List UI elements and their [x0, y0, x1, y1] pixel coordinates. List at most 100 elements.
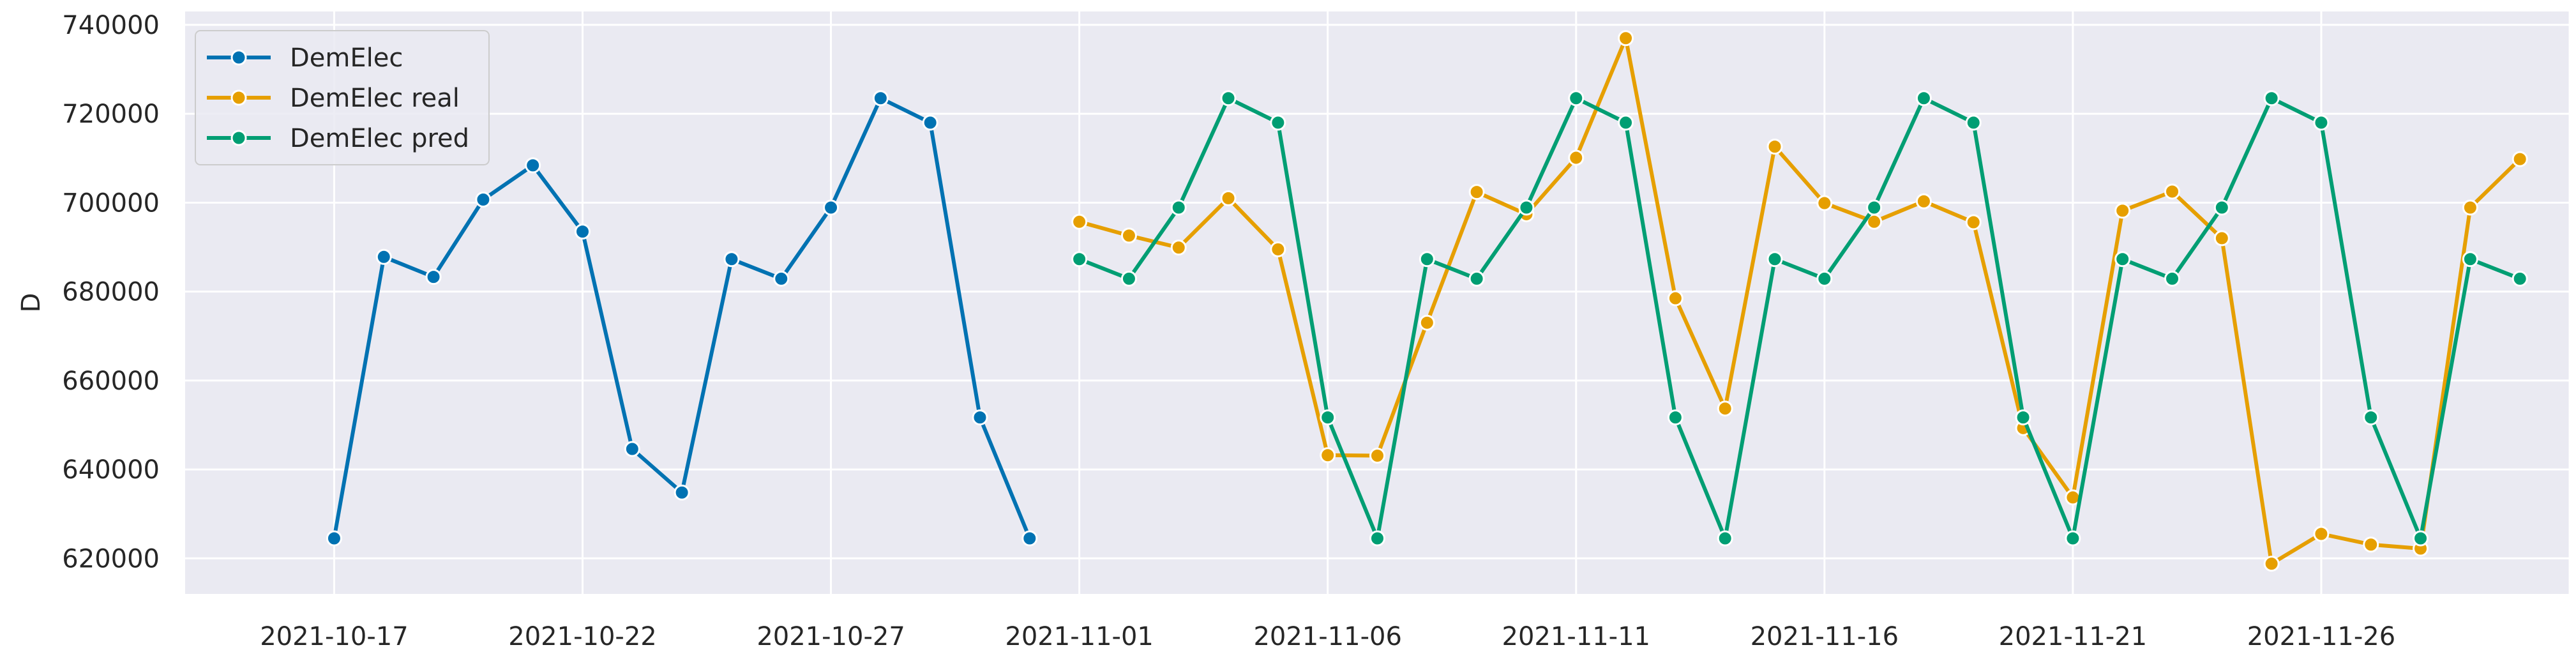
- data-point: [1816, 270, 1833, 287]
- data-point: [1369, 530, 1385, 547]
- y-tick-label: 680000: [62, 278, 160, 307]
- data-point: [1866, 199, 1883, 216]
- legend-item: DemElec: [207, 43, 403, 73]
- data-point: [2015, 409, 2031, 426]
- x-tick-label: 2021-11-21: [1999, 622, 2147, 651]
- data-point: [922, 114, 938, 131]
- data-point: [1071, 213, 1088, 230]
- data-point: [525, 157, 541, 174]
- data-point: [1419, 251, 1435, 268]
- data-point: [2512, 270, 2528, 287]
- data-point: [2413, 530, 2429, 547]
- data-point: [1618, 114, 1634, 131]
- data-point: [624, 441, 640, 457]
- data-point: [326, 530, 342, 547]
- data-point: [1320, 409, 1336, 426]
- x-tick-label: 2021-11-01: [1005, 622, 1153, 651]
- data-point: [1021, 530, 1038, 547]
- data-point: [1915, 193, 1932, 209]
- data-point: [2512, 151, 2528, 167]
- series-2: [1071, 30, 2528, 572]
- legend-box: [195, 30, 490, 165]
- data-point: [2213, 199, 2230, 216]
- data-point: [2114, 251, 2131, 268]
- series-3: [1071, 90, 2528, 547]
- data-point: [2263, 90, 2280, 107]
- data-point: [425, 269, 442, 285]
- data-point: [1120, 270, 1137, 287]
- y-tick-labels: 620000 640000 660000 680000 700000 720000 7400…: [62, 11, 160, 573]
- data-point: [575, 224, 591, 240]
- data-point: [2164, 270, 2180, 287]
- plot-background: [185, 11, 2570, 594]
- y-tick-label: 660000: [62, 367, 160, 396]
- data-point: [1618, 30, 1634, 47]
- data-point: [1568, 90, 1585, 107]
- y-tick-label: 700000: [62, 188, 160, 218]
- data-point: [1568, 149, 1585, 166]
- data-point: [872, 90, 889, 107]
- data-point: [2363, 536, 2379, 553]
- data-point: [1071, 251, 1088, 268]
- x-tick-label: 2021-10-17: [260, 622, 408, 651]
- data-point: [1816, 195, 1833, 211]
- series-1: [326, 90, 1038, 547]
- series-line: [1078, 36, 2522, 566]
- x-tick-label: 2021-10-22: [508, 622, 656, 651]
- data-point: [375, 248, 392, 265]
- data-point: [674, 484, 690, 501]
- legend-label: DemElec real: [290, 84, 460, 113]
- legend-item: DemElec real: [207, 84, 460, 113]
- y-tick-label: 720000: [62, 100, 160, 129]
- data-point: [2313, 114, 2330, 131]
- data-point: [823, 199, 840, 216]
- data-point: [2363, 409, 2379, 426]
- data-point: [1667, 290, 1683, 307]
- legend-marker: [230, 130, 247, 146]
- data-point: [1518, 199, 1535, 216]
- data-point: [773, 270, 790, 287]
- data-point: [2065, 530, 2081, 547]
- y-tick-label: 640000: [62, 455, 160, 485]
- data-point: [1270, 241, 1286, 257]
- legend-item: DemElec pred: [207, 124, 469, 153]
- data-point: [1766, 251, 1783, 268]
- x-tick-label: 2021-11-26: [2247, 622, 2395, 651]
- data-point: [1717, 530, 1733, 547]
- legend-label: DemElec: [290, 43, 403, 73]
- y-tick-label: 740000: [62, 11, 160, 40]
- data-point: [1220, 90, 1237, 107]
- data-point: [2164, 183, 2180, 200]
- data-point: [972, 409, 988, 426]
- data-point: [1369, 447, 1385, 464]
- legend-marker: [230, 89, 247, 106]
- data-point: [1965, 214, 1982, 231]
- x-tick-label: 2021-11-06: [1253, 622, 1401, 651]
- data-point: [1419, 314, 1435, 331]
- data-point: [1170, 239, 1187, 256]
- data-point: [2213, 230, 2230, 247]
- data-point: [1965, 114, 1982, 131]
- data-point: [1915, 90, 1932, 107]
- data-point: [1468, 184, 1485, 201]
- data-point: [1717, 400, 1733, 417]
- grid-lines: [185, 11, 2571, 594]
- data-point: [1220, 190, 1237, 206]
- legend-marker: [230, 49, 247, 66]
- data-point: [2114, 202, 2131, 219]
- data-point: [2263, 556, 2280, 572]
- data-point: [475, 191, 492, 208]
- data-point: [1270, 114, 1286, 131]
- data-point: [1766, 139, 1783, 155]
- x-tick-label: 2021-11-11: [1502, 622, 1650, 651]
- legend: DemElec DemElec real DemElec pred: [195, 30, 490, 165]
- data-point: [2313, 526, 2330, 542]
- data-point: [2462, 251, 2478, 268]
- data-point: [1320, 447, 1336, 464]
- x-tick-labels: 2021-10-17 2021-10-22 2021-10-27 2021-11-01…: [260, 622, 2395, 651]
- data-point: [1667, 409, 1683, 426]
- y-tick-label: 620000: [62, 544, 160, 573]
- x-tick-label: 2021-11-16: [1751, 622, 1899, 651]
- data-point: [2462, 199, 2478, 216]
- series-line: [1078, 96, 2521, 540]
